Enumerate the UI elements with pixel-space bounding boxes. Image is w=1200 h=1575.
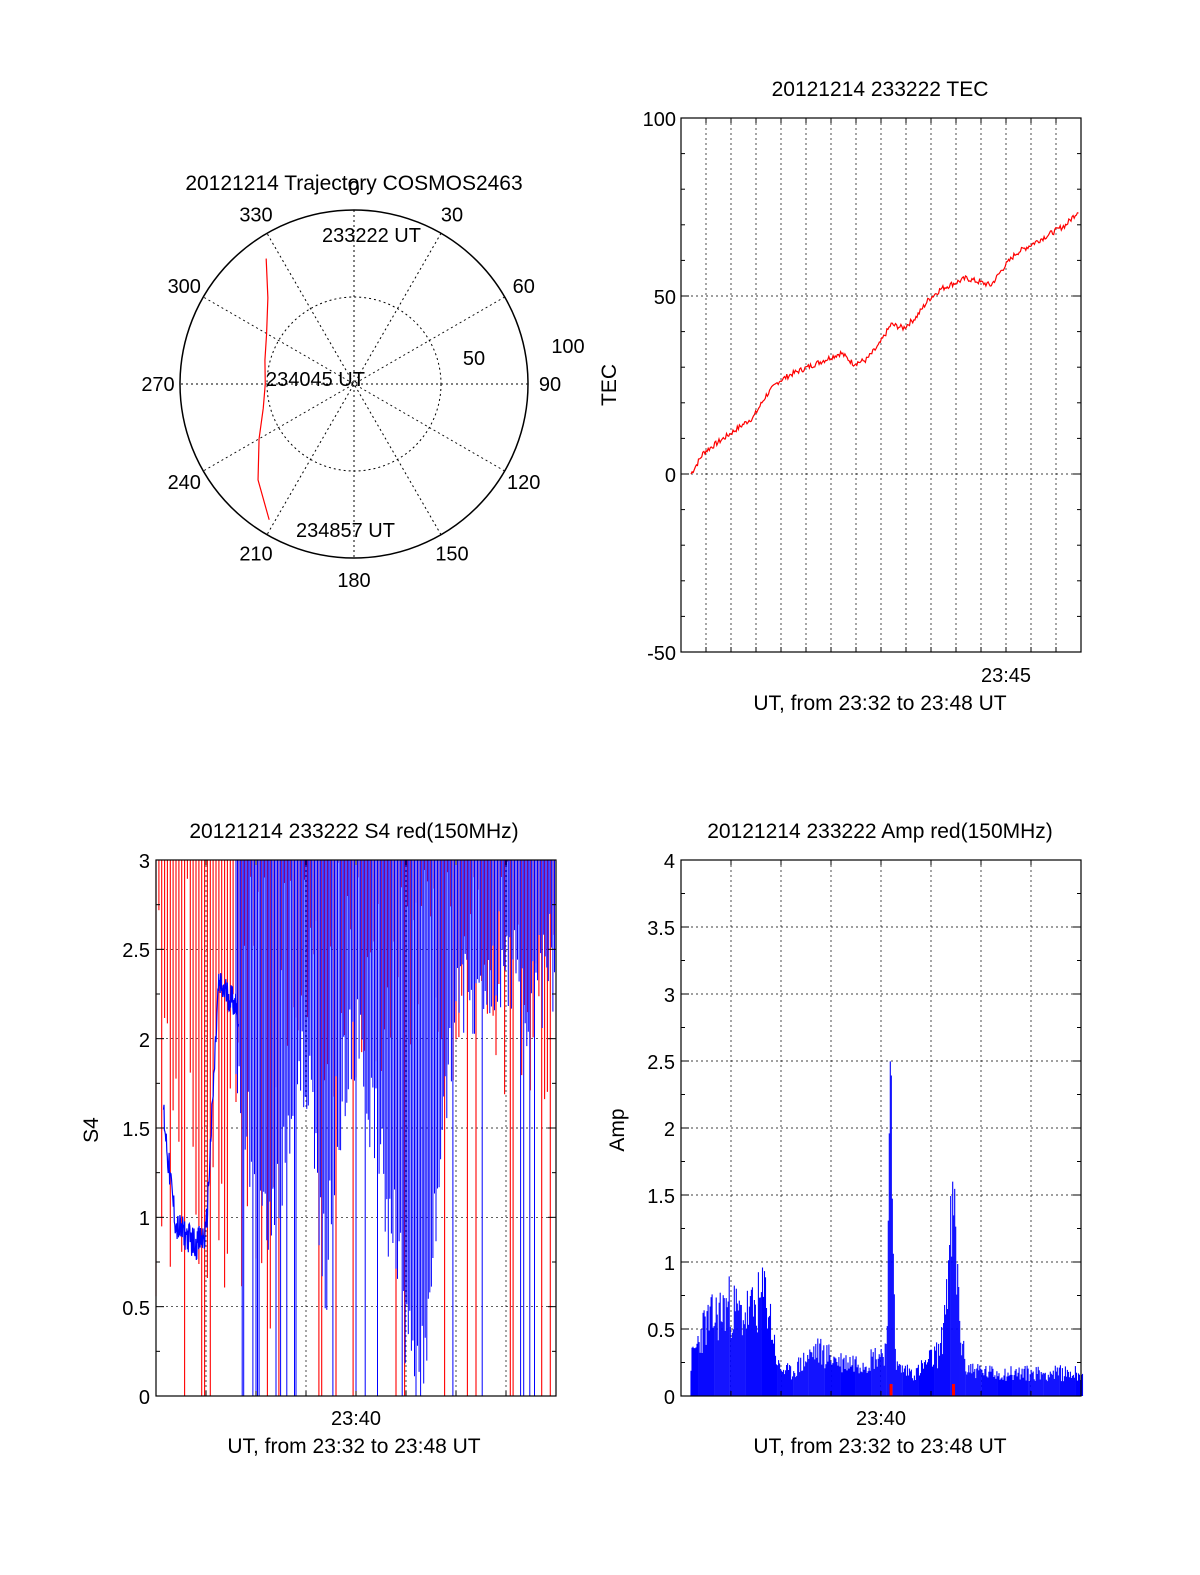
track-start-label: 233222 UT [322, 225, 421, 247]
amp-ticks [681, 859, 1081, 1397]
amp-ytick-0: 0 [664, 1387, 675, 1409]
azimuth-label-300: 300 [168, 276, 201, 298]
s4-ytick-2.5: 2.5 [122, 940, 150, 962]
amp-ytick-0.5: 0.5 [647, 1320, 675, 1342]
s4-ytick-2: 2 [139, 1030, 150, 1052]
trajectory-panel: 20121214 Trajectory COSMOS2463 0 30 60 90 12… [141, 172, 584, 592]
s4-ytick-1.5: 1.5 [122, 1119, 150, 1141]
tec-title: 20121214 233222 TEC [772, 78, 989, 101]
azimuth-label-330: 330 [239, 204, 272, 226]
amp-ytick-1: 1 [664, 1253, 675, 1275]
polar-spoke [266, 233, 442, 535]
s4-ytick-1: 1 [139, 1208, 150, 1230]
s4-blue-series-line [162, 973, 239, 1261]
azimuth-label-0: 0 [348, 178, 359, 200]
azimuth-label-180: 180 [337, 570, 370, 592]
s4-ytick-0: 0 [139, 1387, 150, 1409]
amp-red-marks [889, 1384, 955, 1396]
tec-ytick-50: 50 [654, 287, 676, 309]
amp-xtick-2340: 23:40 [856, 1408, 906, 1430]
radial-label-100: 100 [551, 336, 584, 358]
track-end-label: 234857 UT [296, 520, 395, 542]
polar-grid [180, 210, 528, 558]
azimuth-label-30: 30 [441, 204, 463, 226]
trajectory-track [257, 258, 270, 520]
azimuth-label-90: 90 [539, 374, 561, 396]
amp-blue-fill [690, 1061, 1084, 1396]
amp-ytick-2.5: 2.5 [647, 1052, 675, 1074]
s4-panel: 20121214 233222 S4 red(150MHz) 0 0.5 1 1… [80, 820, 557, 1458]
tec-ticks [681, 117, 1081, 653]
amp-ytick-3: 3 [664, 985, 675, 1007]
s4-ylabel: S4 [80, 1117, 103, 1143]
tec-ylabel: TEC [598, 364, 621, 406]
tec-xtick-2345: 23:45 [981, 665, 1031, 687]
track-mid-label: 234045 UT [266, 369, 365, 391]
s4-xlabel: UT, from 23:32 to 23:48 UT [227, 1435, 480, 1458]
azimuth-label-60: 60 [513, 276, 535, 298]
amp-ylabel: Amp [606, 1108, 629, 1151]
tec-panel: 20121214 233222 TEC -50 0 50 100 23:45 U… [598, 78, 1082, 715]
polar-spoke [266, 233, 442, 535]
polar-outer-circle [179, 209, 529, 559]
amp-red-mark [889, 1384, 893, 1396]
amp-red-mark [952, 1384, 955, 1396]
azimuth-labels: 0 30 60 90 120 150 180 210 240 270 300 330 [141, 178, 561, 592]
s4-ticks [156, 859, 556, 1397]
s4-ytick-3: 3 [139, 851, 150, 873]
azimuth-label-240: 240 [168, 472, 201, 494]
s4-blue-spikes [235, 860, 555, 1396]
azimuth-label-120: 120 [507, 472, 540, 494]
azimuth-label-270: 270 [141, 374, 174, 396]
tec-xlabel: UT, from 23:32 to 23:48 UT [753, 692, 1006, 715]
tec-ytick-neg50: -50 [647, 643, 676, 665]
amp-ytick-1.5: 1.5 [647, 1186, 675, 1208]
radial-label-50: 50 [463, 348, 485, 370]
amp-ytick-2: 2 [664, 1119, 675, 1141]
azimuth-label-150: 150 [435, 544, 468, 566]
tec-grid [681, 118, 1081, 652]
amp-ytick-3.5: 3.5 [647, 918, 675, 940]
tec-ytick-100: 100 [643, 109, 676, 131]
tec-ytick-0: 0 [665, 465, 676, 487]
azimuth-label-210: 210 [239, 544, 272, 566]
trajectory-title: 20121214 Trajectory COSMOS2463 [185, 172, 522, 195]
s4-ytick-0.5: 0.5 [122, 1298, 150, 1320]
amp-grid [681, 860, 1081, 1396]
amp-xlabel: UT, from 23:32 to 23:48 UT [753, 1435, 1006, 1458]
s4-xtick-2340: 23:40 [331, 1408, 381, 1430]
amp-panel: 20121214 233222 Amp red(150MHz) 0 0.5 1 … [606, 820, 1084, 1458]
s4-title: 20121214 233222 S4 red(150MHz) [189, 820, 518, 843]
tec-series-line [690, 212, 1079, 475]
amp-ytick-4: 4 [664, 851, 675, 873]
amp-title: 20121214 233222 Amp red(150MHz) [707, 820, 1053, 843]
